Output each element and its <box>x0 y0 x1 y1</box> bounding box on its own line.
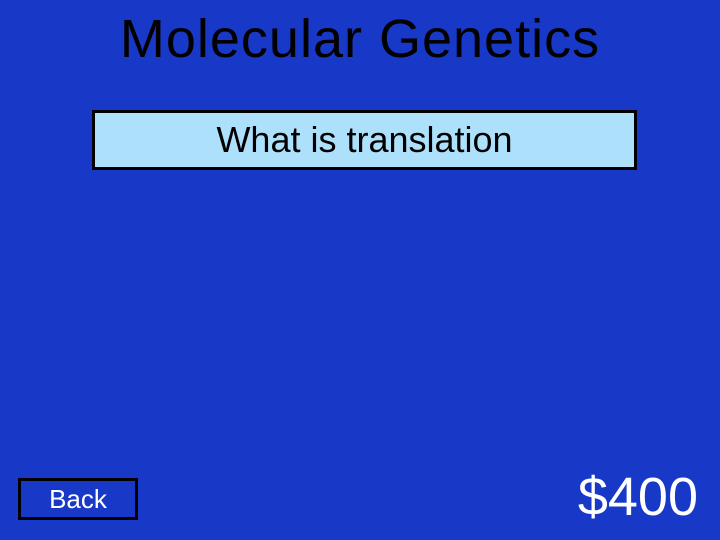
back-button[interactable]: Back <box>18 478 138 520</box>
price-value: $400 <box>578 466 698 528</box>
category-title: Molecular Genetics <box>0 0 720 70</box>
back-button-label: Back <box>49 484 107 515</box>
answer-text: What is translation <box>216 119 512 161</box>
answer-box: What is translation <box>92 110 637 170</box>
